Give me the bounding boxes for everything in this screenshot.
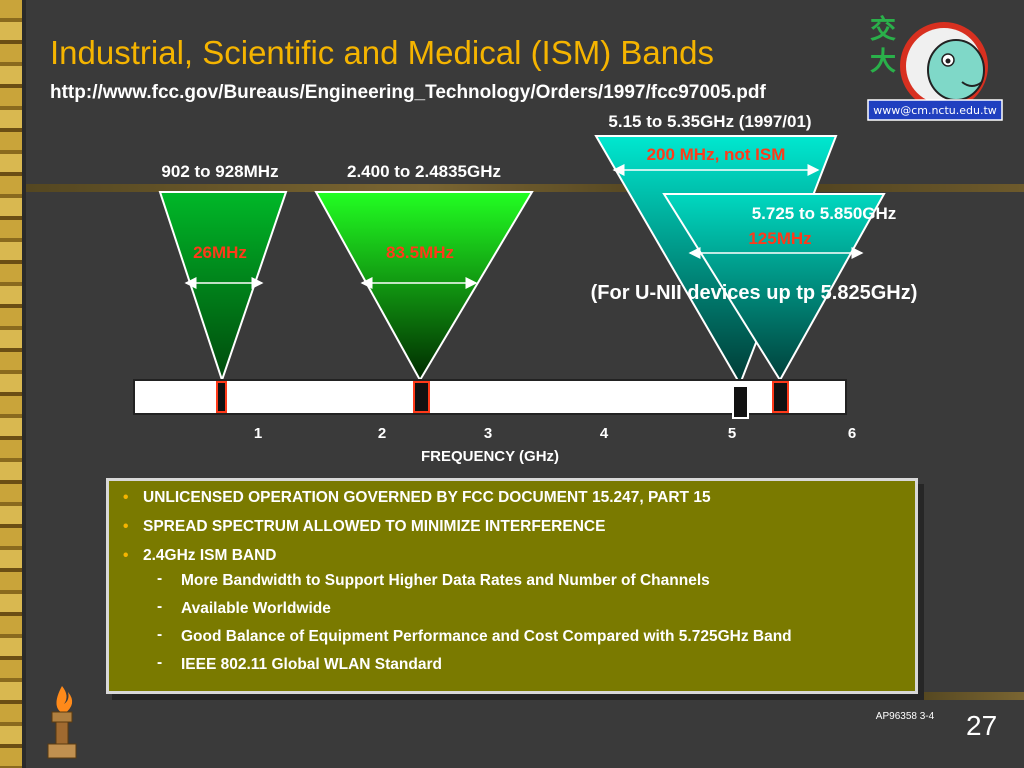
ism-band-diagram: 1 2 3 4 5 6 FREQUENCY (GHz) 902 to 928MH… xyxy=(133,112,918,465)
divider-line-bottom xyxy=(920,692,1024,700)
bullet-marker: • xyxy=(123,518,129,535)
sub-bullet-item: - Available Worldwide xyxy=(157,598,901,620)
band-2-funnel xyxy=(314,191,534,383)
sub-bullet-text: More Bandwidth to Support Higher Data Ra… xyxy=(181,572,710,589)
band-1-width-label: 26MHz xyxy=(193,243,247,262)
band-4-funnel xyxy=(662,193,886,382)
slide-title: Industrial, Scientific and Medical (ISM)… xyxy=(50,34,714,71)
bullet-list-panel: • UNLICENSED OPERATION GOVERNED BY FCC D… xyxy=(106,478,918,694)
bullet-marker: • xyxy=(123,547,129,564)
unii-note: (For U-NII devices up tp 5.825GHz) xyxy=(591,282,918,304)
divider-line xyxy=(26,184,1024,192)
source-url[interactable]: http://www.fcc.gov/Bureaus/Engineering_T… xyxy=(50,82,766,103)
tick-label: 2 xyxy=(378,425,386,442)
logo-glyph-1: 交 xyxy=(870,14,896,45)
tick-label: 6 xyxy=(848,425,856,442)
sub-bullet-marker: - xyxy=(157,626,163,643)
axis-label: FREQUENCY (GHz) xyxy=(421,448,559,465)
tick-label: 1 xyxy=(254,425,262,442)
frequency-axis-bar xyxy=(133,379,847,415)
logo-caption: www@cm.nctu.edu.tw xyxy=(873,104,997,117)
left-decorative-edge xyxy=(22,0,26,768)
sub-bullet-item: - Good Balance of Equipment Performance … xyxy=(157,626,901,648)
sub-bullet-item: - IEEE 802.11 Global WLAN Standard xyxy=(157,654,901,676)
sub-bullet-text: IEEE 802.11 Global WLAN Standard xyxy=(181,656,442,673)
band-1-marker xyxy=(216,381,227,413)
footer-code: AP96358 3-4 xyxy=(875,711,935,722)
tick-label: 5 xyxy=(728,425,736,442)
sub-bullet-list: - More Bandwidth to Support Higher Data … xyxy=(123,570,901,676)
sub-bullet-marker: - xyxy=(157,598,163,615)
bullet-item: • UNLICENSED OPERATION GOVERNED BY FCC D… xyxy=(123,489,901,507)
band-3-width-label: 200 MHz, not ISM xyxy=(647,145,786,164)
torch-icon xyxy=(47,686,77,759)
band-3-marker xyxy=(732,385,749,419)
tick-label: 4 xyxy=(600,425,609,442)
page-number: 27 xyxy=(966,710,998,741)
bullet-item: • SPREAD SPECTRUM ALLOWED TO MINIMIZE IN… xyxy=(123,518,901,536)
bullet-text: SPREAD SPECTRUM ALLOWED TO MINIMIZE INTE… xyxy=(143,518,606,535)
sub-bullet-text: Available Worldwide xyxy=(181,600,331,617)
band-2-range-label: 2.400 to 2.4835GHz xyxy=(347,162,501,181)
sub-bullet-item: - More Bandwidth to Support Higher Data … xyxy=(157,570,901,592)
sub-bullet-text: Good Balance of Equipment Performance an… xyxy=(181,628,792,645)
sub-bullet-marker: - xyxy=(157,654,163,671)
bullet-marker: • xyxy=(123,489,129,506)
tick-label: 3 xyxy=(484,425,492,442)
band-4-range-label: 5.725 to 5.850GHz xyxy=(752,204,897,223)
bullet-text: UNLICENSED OPERATION GOVERNED BY FCC DOC… xyxy=(143,489,711,506)
band-1-range-label: 902 to 928MHz xyxy=(161,162,278,181)
band-2-width-label: 83.5MHz xyxy=(386,243,454,262)
left-decorative-bar xyxy=(0,0,22,768)
bullet-text: 2.4GHz ISM BAND xyxy=(143,547,277,564)
bullet-item: • 2.4GHz ISM BAND xyxy=(123,547,901,565)
band-1-funnel xyxy=(158,191,288,384)
logo-glyph-2: 大 xyxy=(870,47,896,77)
band-4-width-label: 125MHz xyxy=(748,229,811,248)
sub-bullet-marker: - xyxy=(157,570,163,587)
band-4-marker xyxy=(772,381,789,413)
nctu-mascot-logo: 交 大 www@cm.nctu.edu.tw xyxy=(867,14,1003,121)
band-3-range-label: 5.15 to 5.35GHz (1997/01) xyxy=(608,112,811,131)
band-2-marker xyxy=(413,381,430,413)
